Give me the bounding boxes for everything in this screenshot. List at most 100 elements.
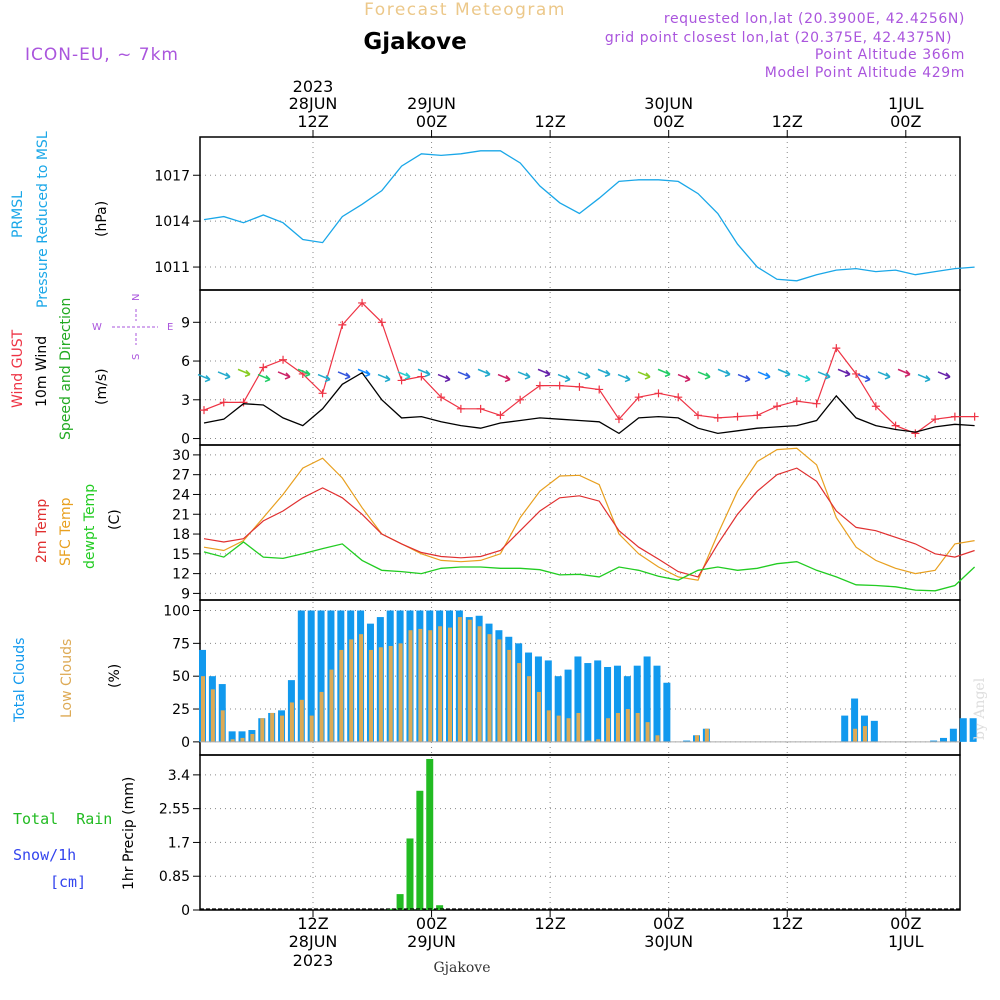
low-clouds-bar — [378, 647, 383, 742]
low-clouds-bar — [438, 626, 443, 742]
low-clouds-bar — [606, 718, 611, 742]
gust-marker — [792, 397, 801, 406]
gust-marker — [871, 402, 880, 411]
gust-marker — [911, 429, 920, 438]
wind-direction-arrow — [377, 373, 391, 383]
y-tick-label: 50 — [172, 669, 190, 685]
wind-series — [197, 298, 979, 438]
dewpt-line — [203, 541, 976, 592]
gust-marker — [812, 399, 821, 408]
gust-marker — [200, 406, 208, 415]
y-tick-label: 21 — [172, 507, 190, 523]
grid-point-coords: grid point closest lon,lat (20.375E, 42.… — [605, 30, 952, 46]
total-clouds-bar — [544, 660, 552, 742]
gust-marker — [397, 376, 406, 385]
precip-y-ticks: 0 0.85 1.7 2.55 3.4 — [159, 768, 200, 919]
wind-direction-arrow — [277, 371, 291, 380]
y-tick-label: 27 — [172, 468, 190, 484]
total-clouds-bar — [653, 665, 661, 742]
wind-direction-arrow — [237, 368, 251, 378]
low-clouds-bar — [319, 691, 324, 742]
sfc-temp-line — [203, 447, 975, 581]
total-clouds-bar — [870, 720, 878, 742]
low-clouds-bar — [428, 630, 433, 742]
time-label: 28JUN — [289, 932, 338, 951]
gust-marker — [773, 402, 782, 411]
snow-label: Snow/1h — [13, 846, 76, 864]
gust-marker — [456, 404, 465, 413]
gust-marker — [279, 355, 288, 364]
low-clouds-bar — [299, 699, 304, 742]
time-label: 12Z — [297, 112, 328, 131]
gust-marker — [377, 318, 386, 327]
wind-direction-arrow — [577, 371, 591, 380]
gust-marker — [535, 381, 544, 390]
low-clouds-bar — [586, 740, 591, 742]
model-label: ICON-EU, ~ 7km — [25, 45, 179, 65]
low-clouds-bar — [359, 634, 364, 742]
wind-10m-line — [203, 371, 975, 435]
low-clouds-bar — [388, 645, 393, 742]
time-label: 30JUN — [644, 932, 693, 951]
total-clouds-bar — [949, 728, 957, 742]
low-clouds-bar — [280, 715, 285, 742]
low-clouds-bar — [546, 710, 551, 742]
wind-direction-arrow — [297, 368, 311, 378]
wind-direction-arrow — [677, 373, 691, 383]
gust-marker — [219, 398, 228, 407]
low-clouds-bar — [517, 663, 522, 742]
time-label: 1JUL — [888, 932, 924, 951]
rain-bar — [386, 908, 394, 910]
time-label: 2023 — [293, 77, 334, 96]
gust-marker — [575, 382, 584, 391]
total-clouds-bar — [613, 665, 621, 742]
y-tick-label: 24 — [172, 487, 190, 503]
total-clouds-bar — [554, 676, 562, 742]
total-clouds-bar — [604, 666, 612, 742]
pressure-panel: PRMSL Pressure Reduced to MSL (hPa) 1011… — [10, 131, 975, 308]
pressure-unit-label: (hPa) — [94, 201, 110, 237]
precip-panel: Total Rain Snow/1h [cm] 1hr Precip (mm) … — [13, 758, 960, 919]
low-clouds-bar — [615, 712, 620, 742]
low-clouds-bar — [635, 712, 640, 742]
requested-coords: requested lon,lat (20.3900E, 42.4256N) — [664, 11, 965, 27]
total-clouds-bar — [228, 731, 236, 742]
low-clouds-bar — [645, 722, 650, 742]
wind-direction-arrow — [777, 368, 791, 378]
time-label: 00Z — [416, 112, 447, 131]
total-clouds-bar — [238, 731, 246, 742]
total-clouds-bar — [841, 715, 849, 742]
low-clouds-bar — [596, 739, 601, 742]
low-clouds-bar — [339, 649, 344, 742]
low-clouds-bar — [507, 649, 512, 742]
wind-direction-arrow — [917, 373, 931, 383]
y-tick-label: 30 — [172, 448, 190, 464]
wind-direction-arrow — [937, 371, 951, 380]
watermark: by Angel — [972, 677, 988, 740]
gust-marker — [694, 411, 702, 420]
time-label: 12Z — [772, 112, 803, 131]
wind-direction-arrow — [737, 373, 751, 383]
time-label: 12Z — [534, 112, 565, 131]
gust-marker — [496, 411, 505, 420]
total-clouds-bar — [663, 682, 671, 742]
low-clouds-bar — [625, 709, 630, 742]
wind-direction-arrow — [397, 371, 411, 380]
low-clouds-bar — [576, 712, 581, 742]
precip-series — [200, 758, 960, 910]
wind-direction-arrow — [757, 371, 771, 380]
gust-marker — [634, 393, 643, 402]
y-tick-label: 0.85 — [159, 869, 190, 885]
prmsl-line — [203, 150, 975, 282]
y-tick-label: 2.55 — [159, 802, 190, 818]
wind-frame — [199, 289, 961, 446]
gust-marker — [713, 413, 722, 422]
low-clouds-bar — [220, 710, 225, 742]
low-clouds-bar — [210, 689, 215, 742]
low-clouds-bar — [695, 735, 699, 742]
pressure-name-label: PRMSL — [10, 191, 26, 238]
wind-direction-arrow — [317, 373, 331, 383]
gust-marker — [437, 393, 446, 402]
low-clouds-bar — [853, 728, 858, 742]
gust-marker — [674, 393, 683, 402]
